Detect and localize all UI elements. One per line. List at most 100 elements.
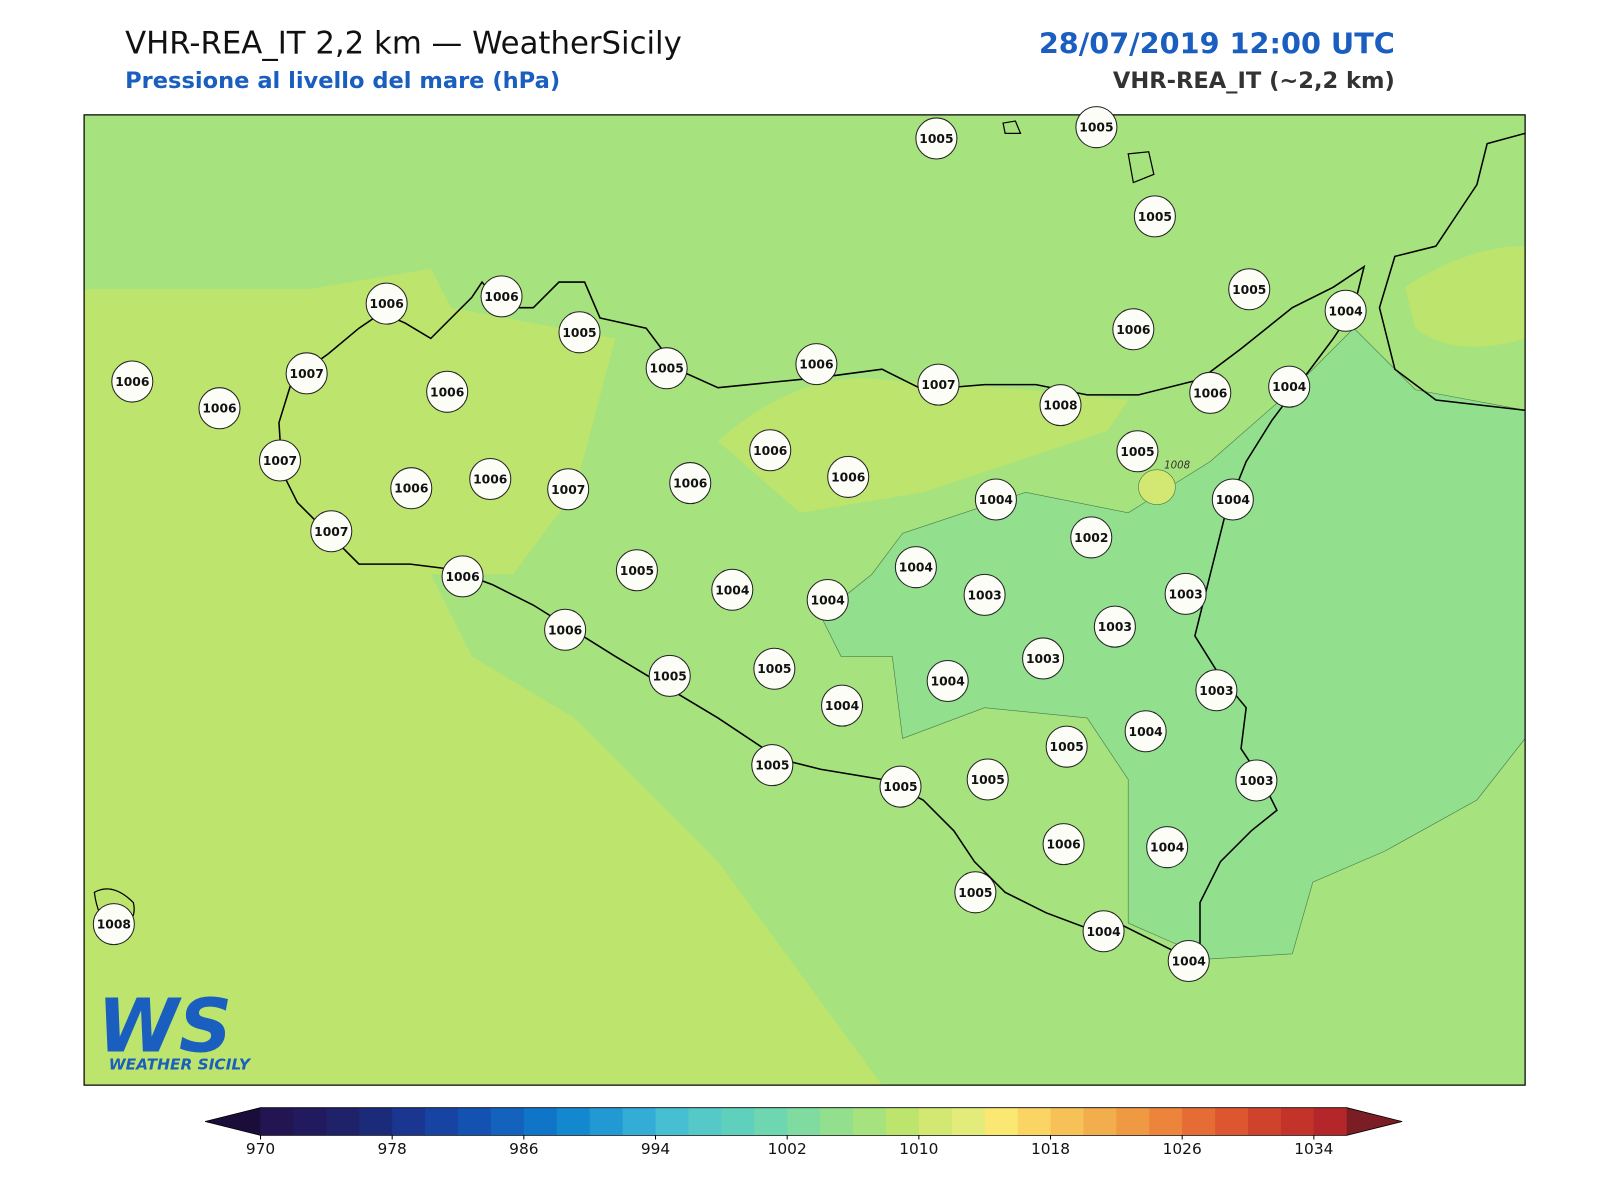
- station: 1004: [1211, 478, 1254, 521]
- station: 1005: [645, 347, 688, 390]
- station: 1006: [749, 429, 792, 472]
- station-value: 1006: [831, 470, 865, 484]
- station: 1005: [1116, 430, 1159, 473]
- logo-text: WEATHER SICILY: [109, 1056, 252, 1074]
- station: 1006: [198, 387, 241, 430]
- station-marker: [879, 765, 922, 808]
- station: 1006: [426, 370, 469, 413]
- station: 1006: [669, 462, 712, 505]
- station: 1004: [1167, 940, 1210, 983]
- station-marker: [974, 478, 1017, 521]
- colorbar-bin: [1280, 1107, 1315, 1136]
- colorbar-bin: [293, 1107, 327, 1136]
- station-marker: [751, 744, 794, 787]
- station-marker: [821, 684, 864, 727]
- station-value: 1005: [650, 362, 684, 376]
- station-value: 1004: [825, 699, 859, 713]
- station: 1007: [547, 468, 590, 511]
- station: 1005: [751, 744, 794, 787]
- map-frame: [83, 114, 1526, 1086]
- station: 1003: [1235, 759, 1278, 802]
- colorbar-bin: [1182, 1107, 1216, 1136]
- colorbar-bin: [1215, 1107, 1249, 1136]
- station-marker: [285, 352, 328, 395]
- station-marker: [963, 573, 1006, 616]
- station-marker: [480, 275, 523, 318]
- coastline: [1378, 132, 1526, 412]
- station-marker: [1070, 516, 1113, 559]
- station: 1005: [879, 765, 922, 808]
- station-marker: [1039, 384, 1082, 427]
- station: 1003: [1093, 605, 1136, 648]
- station-marker: [1228, 268, 1271, 311]
- station-marker: [1164, 572, 1207, 615]
- station-value: 1003: [1169, 587, 1203, 601]
- station: 1007: [310, 510, 353, 553]
- station-value: 1003: [967, 588, 1001, 602]
- station-value: 1006: [673, 477, 707, 491]
- station-value: 1007: [290, 367, 324, 381]
- station-marker: [669, 462, 712, 505]
- colorbar-bin: [885, 1107, 920, 1136]
- station-marker: [711, 568, 754, 611]
- station: 1005: [966, 758, 1009, 801]
- station: 1006: [795, 343, 838, 386]
- field-high: [1405, 246, 1526, 347]
- station-value: 1004: [1216, 493, 1250, 507]
- station: 1003: [1022, 637, 1065, 680]
- station-marker: [1045, 725, 1088, 768]
- station: 1008: [92, 903, 135, 946]
- station-value: 1002: [1074, 531, 1108, 545]
- station-value: 1006: [430, 385, 464, 399]
- station: 1004: [1324, 289, 1367, 332]
- station-marker: [558, 311, 601, 354]
- station-marker: [954, 871, 997, 914]
- station-marker: [917, 363, 960, 406]
- colorbar-under: [205, 1107, 261, 1136]
- colorbar-bin: [754, 1107, 788, 1136]
- colorbar-bin: [951, 1107, 986, 1136]
- station-value: 1007: [314, 525, 348, 539]
- station-value: 1004: [1172, 955, 1206, 969]
- colorbar-bin: [1050, 1107, 1084, 1136]
- colorbar-bin: [425, 1107, 459, 1136]
- contour-label: 1008: [1164, 460, 1191, 472]
- station: 1005: [1133, 195, 1176, 238]
- colorbar-tick-label: 1018: [1031, 1140, 1070, 1158]
- station: 1004: [806, 578, 849, 622]
- model: VHR-REA_IT (~2,2 km): [1113, 68, 1395, 94]
- station-marker: [1093, 605, 1136, 648]
- station-marker: [915, 117, 958, 160]
- station-value: 1005: [958, 886, 992, 900]
- stations: 1005 1005 1005 1005 1004 1006 1006 1005 1006 1007…: [92, 106, 1367, 983]
- station-value: 1006: [445, 570, 479, 584]
- station-marker: [310, 510, 353, 553]
- station-value: 1004: [931, 675, 965, 689]
- station-value: 1003: [1026, 652, 1060, 666]
- station-value: 1004: [715, 583, 749, 597]
- station: 1004: [926, 660, 969, 703]
- colorbar-bin: [523, 1107, 558, 1136]
- station-value: 1005: [1050, 740, 1084, 754]
- station: 1003: [1164, 572, 1207, 615]
- station: 1004: [1082, 910, 1125, 953]
- station-value: 1005: [919, 132, 953, 146]
- station-value: 1007: [263, 454, 297, 468]
- station-marker: [1042, 823, 1085, 866]
- station-marker: [966, 758, 1009, 801]
- station-value: 1006: [799, 358, 833, 372]
- station-value: 1006: [473, 473, 507, 487]
- station-marker: [827, 455, 870, 498]
- station-marker: [1235, 759, 1278, 802]
- station-value: 1005: [653, 669, 687, 683]
- station-value: 1005: [757, 662, 791, 676]
- station-marker: [1133, 195, 1176, 238]
- station: 1005: [915, 117, 958, 160]
- station-marker: [441, 555, 484, 598]
- station-marker: [648, 654, 691, 697]
- station-value: 1006: [484, 290, 518, 304]
- colorbar-tick-label: 978: [377, 1140, 406, 1158]
- station-marker: [1324, 289, 1367, 332]
- station-marker: [1124, 710, 1167, 753]
